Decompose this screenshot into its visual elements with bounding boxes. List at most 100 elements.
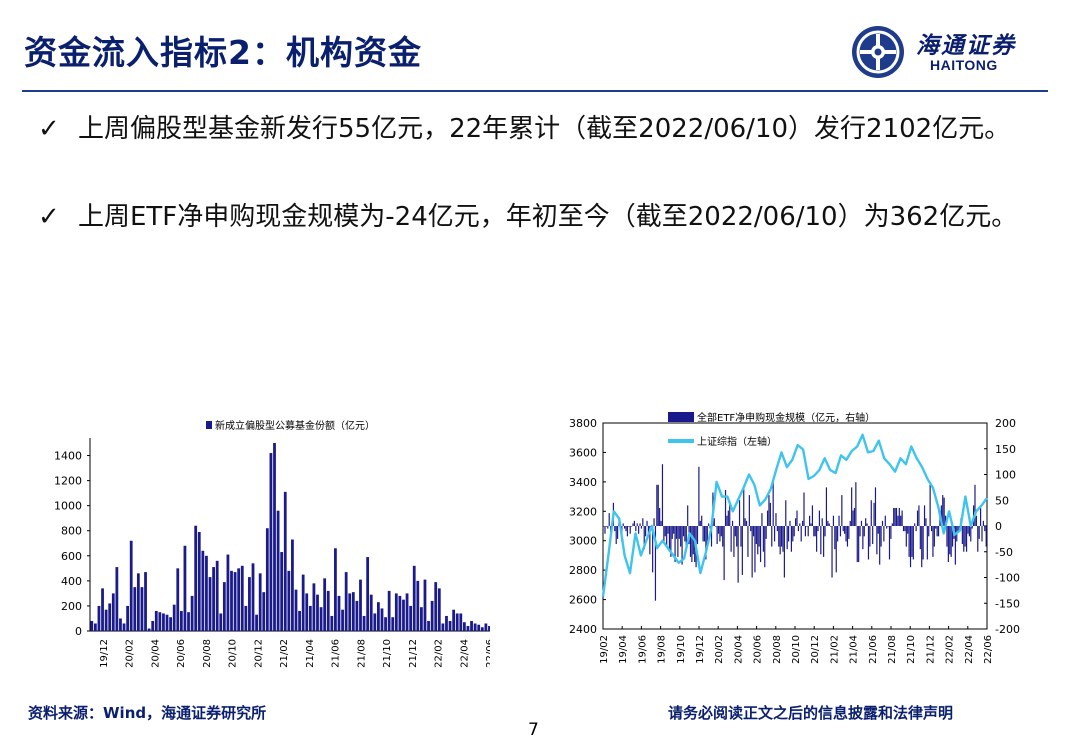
bar [201,550,205,631]
y-left-tick-label: 2400 [569,623,597,636]
bar [233,572,237,631]
etf-flow-bar [635,526,637,532]
etf-flow-bar [981,526,983,542]
etf-flow-bar [759,526,762,563]
x-tick-label: 19/06 [637,635,648,664]
etf-flow-bar [915,526,917,532]
etf-flow-bar [895,507,898,526]
etf-flow-bar [768,495,770,526]
y-tick-label: 200 [61,600,82,613]
bar [190,595,194,631]
y-left-tick-label: 3600 [569,446,597,459]
etf-flow-bar [877,526,879,534]
etf-flow-bar [671,526,673,539]
bar [154,610,158,631]
etf-flow-bar [907,526,909,534]
bar [355,600,359,631]
etf-flow-bar [622,523,624,526]
etf-flow-bar [796,510,798,526]
etf-flow-bar [647,526,650,537]
bar [477,624,481,631]
bar [416,580,420,631]
bar [97,605,101,631]
etf-flow-bar [880,526,882,547]
etf-flow-bar [799,523,801,526]
etf-flow-bar [766,510,769,526]
etf-flow-bar [703,526,706,542]
etf-flow-bar [723,526,725,581]
etf-flow-bar [886,526,888,529]
etf-flow-bar [908,526,910,557]
etf-flow-bar [772,479,774,526]
etf-flow-bar [625,526,627,532]
etf-flow-bar [860,520,863,526]
etf-flow-bar [716,526,718,545]
logo-english-name: HAITONG [930,57,998,73]
bar [104,609,108,631]
etf-flow-bar [797,526,799,532]
etf-flow-bar [979,507,982,526]
etf-flow-bar [846,526,849,547]
bar [169,617,172,631]
etf-flow-bar [824,526,826,537]
etf-flow-bar [978,526,980,539]
etf-flow-bar [916,510,919,526]
etf-flow-bar [925,518,927,526]
bar [115,567,119,631]
etf-flow-bar [930,526,933,532]
bar [380,608,384,631]
etf-flow-bar [736,526,738,547]
bar [391,617,395,631]
x-tick-label: 22/02 [945,635,956,664]
bar [172,604,176,631]
etf-flow-bar [961,526,963,545]
bar [179,610,183,631]
etf-flow-bar [977,526,979,552]
bar [470,620,473,631]
bar [359,579,362,631]
etf-flow-bar [897,515,899,526]
etf-flow-bar [636,523,638,526]
etf-flow-bar [666,526,668,547]
etf-flow-bar [858,526,860,563]
etf-flow-bar [757,526,759,555]
etf-flow-bar [792,526,794,542]
etf-flow-bar [928,526,930,537]
etf-flow-bar [678,526,680,539]
disclaimer-note: 请务必阅读正文之后的信息披露和法律声明 [668,704,954,722]
bar [283,491,287,631]
etf-flow-bar [838,515,840,526]
legend-swatch-bars [668,412,694,422]
etf-flow-bar [918,505,920,526]
bar [441,623,445,631]
etf-flow-bar [827,520,829,526]
etf-flow-bar [933,526,935,547]
bar [348,593,352,631]
etf-flow-bar [741,526,743,575]
etf-flow-bar [633,520,636,526]
etf-flow-bar [779,526,781,555]
etf-flow-bar [985,526,987,547]
etf-flow-bar [747,526,749,557]
bar [269,453,273,631]
etf-flow-bar [872,526,874,545]
etf-flow-bar [929,484,931,526]
etf-flow-bar [890,526,892,539]
etf-flow-bar [841,495,843,526]
bar [308,605,312,631]
etf-flow-bar [639,523,641,526]
x-tick-label: 20/08 [772,635,783,664]
x-tick-label: 21/08 [356,639,367,668]
bar [129,540,133,631]
bar [205,555,208,631]
bar [158,612,162,631]
bar [197,531,201,631]
etf-flow-bar [654,526,657,601]
etf-flow-bar [949,526,951,555]
etf-flow-bar [984,526,986,532]
etf-flow-bar [970,526,972,542]
bar [151,620,155,631]
etf-flow-bar [646,520,648,526]
bar [366,557,370,631]
bar [140,587,144,631]
